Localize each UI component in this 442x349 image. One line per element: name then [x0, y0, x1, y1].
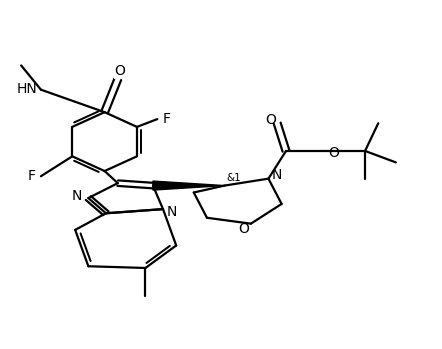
- Text: HN: HN: [17, 82, 38, 96]
- Text: F: F: [163, 112, 171, 126]
- Text: N: N: [72, 189, 82, 203]
- Text: N: N: [167, 205, 177, 219]
- Text: O: O: [265, 113, 276, 127]
- Text: &1: &1: [227, 173, 241, 183]
- Text: N: N: [272, 168, 282, 182]
- Text: F: F: [27, 169, 35, 183]
- Text: O: O: [114, 64, 126, 78]
- Polygon shape: [153, 181, 225, 190]
- Text: O: O: [238, 222, 249, 236]
- Text: O: O: [328, 146, 339, 160]
